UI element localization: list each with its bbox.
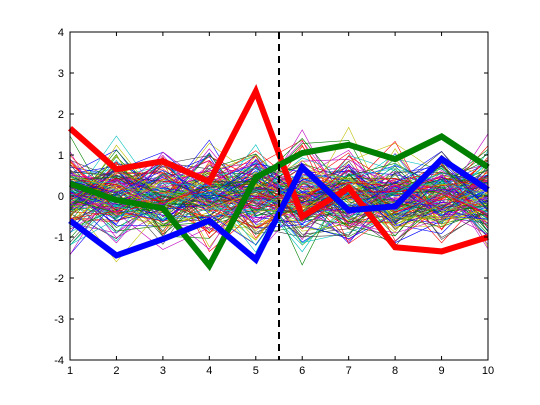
y-tick-label: 2 bbox=[58, 109, 64, 121]
y-tick-label: -3 bbox=[54, 314, 64, 326]
background-series-line bbox=[69, 133, 489, 209]
background-series-line bbox=[69, 159, 489, 234]
x-tick-label: 9 bbox=[438, 365, 444, 377]
x-tick-label: 6 bbox=[299, 365, 305, 377]
x-tick-label: 10 bbox=[482, 365, 494, 377]
y-tick-label: 3 bbox=[58, 68, 64, 80]
x-tick-label: 2 bbox=[113, 365, 119, 377]
background-series-line bbox=[69, 169, 489, 230]
y-tick-label: -4 bbox=[54, 355, 64, 367]
y-tick-label: 1 bbox=[58, 150, 64, 162]
x-tick-label: 3 bbox=[160, 365, 166, 377]
y-tick-label: -1 bbox=[54, 232, 64, 244]
axis-ticks-group bbox=[69, 31, 489, 361]
x-tick-label: 1 bbox=[67, 365, 73, 377]
y-tick-label: -2 bbox=[54, 273, 64, 285]
x-tick-label: 8 bbox=[392, 365, 398, 377]
background-series-line bbox=[69, 163, 489, 246]
x-tick-label: 4 bbox=[206, 365, 212, 377]
y-tick-label: 4 bbox=[58, 27, 64, 39]
y-tick-label: 0 bbox=[58, 191, 64, 203]
x-tick-label: 7 bbox=[346, 365, 352, 377]
x-tick-label: 5 bbox=[253, 365, 259, 377]
